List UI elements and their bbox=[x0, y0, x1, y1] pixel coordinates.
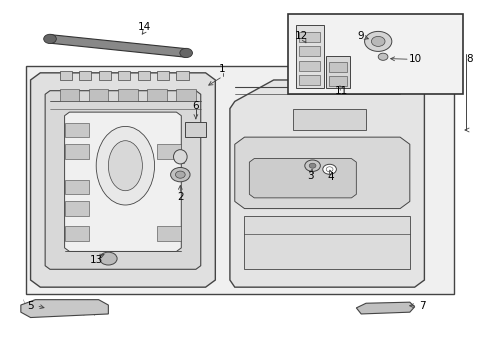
Polygon shape bbox=[249, 158, 356, 198]
Ellipse shape bbox=[108, 141, 142, 191]
Bar bbox=[298, 32, 320, 42]
Ellipse shape bbox=[173, 150, 187, 164]
Bar bbox=[298, 75, 320, 85]
Circle shape bbox=[308, 163, 315, 168]
Bar bbox=[295, 25, 323, 88]
Text: 11: 11 bbox=[334, 86, 347, 96]
Bar bbox=[64, 123, 89, 137]
Bar bbox=[64, 202, 89, 216]
Bar bbox=[64, 144, 89, 158]
Bar bbox=[325, 56, 349, 88]
Circle shape bbox=[100, 252, 117, 265]
Circle shape bbox=[371, 36, 384, 46]
Text: 14: 14 bbox=[138, 22, 151, 32]
Bar bbox=[298, 61, 320, 71]
Text: 2: 2 bbox=[177, 192, 183, 202]
Circle shape bbox=[364, 31, 391, 51]
Bar bbox=[298, 46, 320, 57]
Polygon shape bbox=[45, 91, 201, 269]
Polygon shape bbox=[244, 216, 409, 269]
Circle shape bbox=[43, 34, 56, 44]
Text: 8: 8 bbox=[466, 54, 472, 64]
Circle shape bbox=[377, 53, 387, 60]
Polygon shape bbox=[356, 302, 414, 314]
Circle shape bbox=[322, 164, 336, 174]
Bar bbox=[176, 89, 196, 102]
Bar bbox=[292, 109, 366, 130]
Text: 3: 3 bbox=[306, 171, 313, 181]
Bar bbox=[60, 89, 79, 102]
Circle shape bbox=[175, 171, 185, 178]
Text: 6: 6 bbox=[192, 101, 199, 111]
Ellipse shape bbox=[96, 126, 154, 205]
Bar bbox=[185, 122, 205, 137]
Polygon shape bbox=[21, 300, 108, 318]
Circle shape bbox=[325, 167, 332, 172]
Bar bbox=[118, 89, 137, 102]
Circle shape bbox=[304, 160, 320, 171]
Text: 5: 5 bbox=[27, 301, 34, 311]
Bar bbox=[176, 71, 188, 80]
Bar bbox=[147, 89, 166, 102]
Text: 12: 12 bbox=[295, 31, 308, 41]
Text: 1: 1 bbox=[219, 64, 225, 73]
Bar bbox=[157, 226, 181, 241]
Bar bbox=[118, 71, 130, 80]
Circle shape bbox=[180, 48, 192, 58]
Circle shape bbox=[170, 167, 190, 182]
Polygon shape bbox=[30, 73, 215, 287]
Text: 13: 13 bbox=[90, 255, 103, 265]
Text: 7: 7 bbox=[418, 301, 425, 311]
Bar bbox=[64, 226, 89, 241]
Polygon shape bbox=[64, 112, 181, 251]
Text: 10: 10 bbox=[408, 54, 421, 64]
Bar bbox=[89, 89, 108, 102]
Bar bbox=[79, 71, 91, 80]
Bar bbox=[157, 71, 169, 80]
Bar bbox=[328, 62, 346, 72]
Bar bbox=[26, 66, 453, 294]
Bar bbox=[287, 14, 462, 94]
Bar bbox=[60, 71, 72, 80]
Bar bbox=[64, 180, 89, 194]
Text: 4: 4 bbox=[327, 172, 334, 182]
Bar bbox=[99, 71, 111, 80]
Bar bbox=[137, 71, 149, 80]
Polygon shape bbox=[234, 137, 409, 208]
Bar bbox=[157, 144, 181, 158]
Text: 9: 9 bbox=[356, 31, 363, 41]
Polygon shape bbox=[229, 80, 424, 287]
Bar bbox=[328, 76, 346, 86]
Polygon shape bbox=[50, 35, 186, 57]
